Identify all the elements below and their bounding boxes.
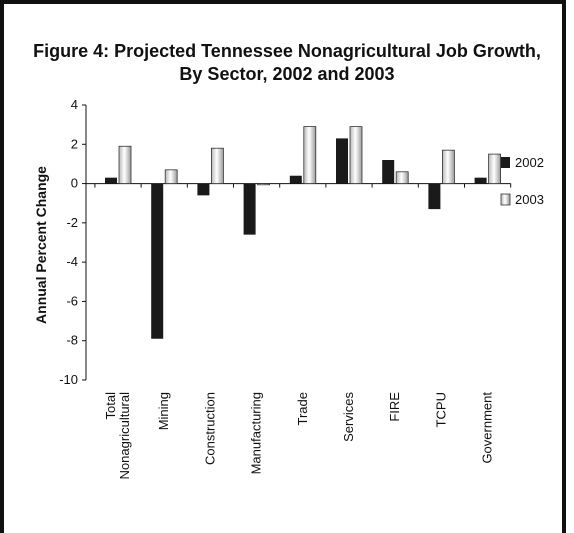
bar-2003-total-nonagricultural — [118, 145, 132, 184]
y-axis-title: Annual Percent Change — [33, 166, 49, 324]
legend: 2002 2003 — [500, 155, 544, 207]
x-category-label: Mining — [156, 392, 171, 430]
y-tick-label: 0 — [71, 176, 78, 191]
y-tick-label: -6 — [66, 293, 78, 308]
bar-2002-manufacturing — [243, 183, 256, 235]
x-category-label: Construction — [202, 392, 217, 465]
bar-2003-services — [349, 126, 363, 184]
y-tick-label: 4 — [71, 97, 78, 112]
bar-2002-trade — [289, 175, 302, 184]
x-category-label: Nonagricultural — [117, 392, 132, 480]
bar-2003-mining — [164, 169, 178, 184]
y-tick-label: -8 — [66, 333, 78, 348]
bars — [105, 126, 502, 339]
legend-label-2003: 2003 — [515, 192, 544, 207]
x-category-label: Manufacturing — [249, 392, 264, 474]
chart-title: Figure 4: Projected Tennessee Nonagricul… — [4, 40, 570, 86]
axes — [82, 104, 512, 381]
x-category-label: FIRE — [387, 392, 402, 422]
legend-swatch-2002 — [501, 157, 510, 168]
x-category-label: Trade — [295, 392, 310, 425]
bar-2002-mining — [151, 183, 164, 339]
labels: 4 2 0 -2 -4 -6 -8 -10 Total Nonagricultural Mining… — [33, 97, 495, 479]
bar-2002-tcpu — [428, 183, 441, 210]
bar-2003-manufacturing — [257, 183, 271, 186]
bar-2003-tcpu — [441, 149, 455, 184]
bar-2002-government — [474, 177, 487, 184]
y-tick-label: -2 — [66, 215, 78, 230]
bar-2002-total-nonagricultural — [105, 177, 117, 184]
legend-swatch-2003 — [500, 193, 511, 206]
bar-2003-trade — [303, 126, 317, 184]
bar-2003-government — [488, 153, 502, 184]
y-tick-label: 2 — [71, 136, 78, 151]
y-tick-label: -10 — [59, 372, 78, 387]
bar-2002-construction — [197, 183, 210, 196]
bar-2002-services — [336, 138, 348, 184]
bar-2002-fire — [382, 160, 395, 184]
chart-title-line-2: By Sector, 2002 and 2003 — [179, 64, 395, 84]
x-category-label: Total — [103, 392, 118, 420]
x-category-label: Services — [341, 392, 356, 442]
y-tick-label: -4 — [66, 254, 78, 269]
bar-2003-construction — [210, 147, 224, 184]
bar-2003-fire — [395, 171, 409, 184]
x-category-label: Government — [480, 392, 495, 464]
legend-label-2002: 2002 — [515, 155, 544, 170]
x-category-label: TCPU — [433, 392, 448, 427]
chart-title-line-1: Figure 4: Projected Tennessee Nonagricul… — [33, 41, 541, 61]
